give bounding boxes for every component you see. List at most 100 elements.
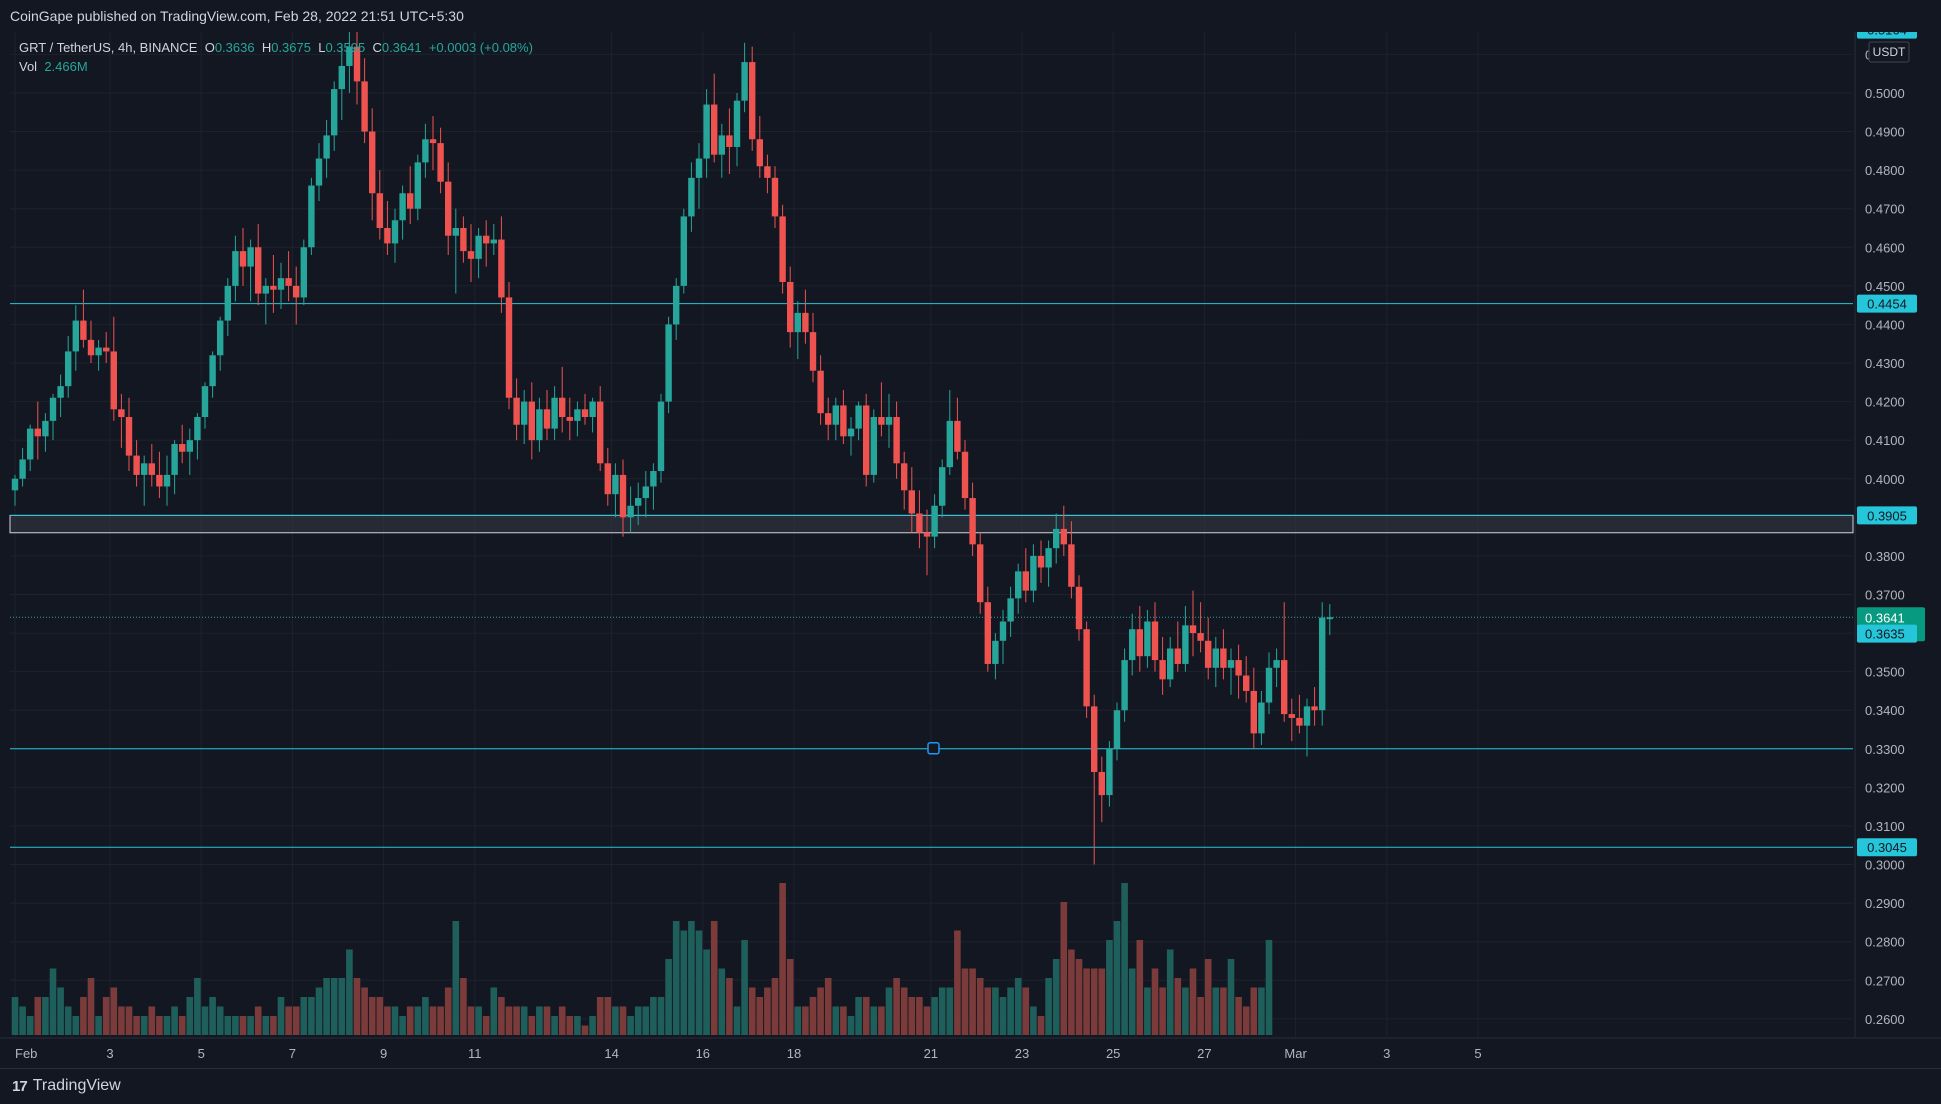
candle-body-up[interactable] (194, 417, 201, 441)
candle-body-up[interactable] (399, 193, 406, 221)
candle-body-down[interactable] (711, 104, 718, 155)
candle-body-down[interactable] (270, 285, 277, 290)
candle-body-up[interactable] (1182, 625, 1189, 664)
candle-body-up[interactable] (1212, 648, 1219, 668)
candle-body-down[interactable] (1288, 714, 1295, 718)
candle-body-up[interactable] (72, 320, 79, 352)
legend-symbol[interactable]: GRT / TetherUS, 4h, BINANCE (19, 40, 198, 55)
candle-body-up[interactable] (589, 401, 596, 418)
candle-body-up[interactable] (794, 312, 801, 333)
candle-body-up[interactable] (855, 405, 862, 429)
candle-body-down[interactable] (1311, 706, 1318, 711)
currency-selector-bg[interactable] (1868, 41, 1910, 63)
candle-body-down[interactable] (977, 544, 984, 603)
candle-body-down[interactable] (954, 420, 961, 452)
candle-body-down[interactable] (893, 417, 900, 464)
candle-body-up[interactable] (741, 62, 748, 101)
candle-body-down[interactable] (467, 251, 475, 259)
candle-body-down[interactable] (528, 401, 535, 441)
candle-body-down[interactable] (749, 62, 756, 140)
candle-body-up[interactable] (1319, 617, 1326, 711)
candle-body-down[interactable] (133, 455, 140, 475)
candle-body-up[interactable] (452, 227, 459, 236)
candle-body-up[interactable] (673, 285, 680, 325)
candle-body-down[interactable] (543, 409, 551, 429)
candle-body-down[interactable] (1075, 586, 1083, 630)
candle-body-down[interactable] (1296, 717, 1303, 726)
candle-body-down[interactable] (1083, 629, 1090, 707)
candle-body-up[interactable] (657, 401, 665, 472)
candle-body-up[interactable] (57, 386, 64, 398)
candle-body-down[interactable] (984, 602, 991, 664)
candle-body-down[interactable] (505, 297, 513, 398)
candle-body-up[interactable] (277, 278, 285, 290)
candle-body-up[interactable] (391, 220, 399, 244)
candle-body-up[interactable] (323, 135, 330, 159)
candle-body-down[interactable] (1189, 625, 1197, 634)
candle-body-up[interactable] (703, 104, 710, 159)
candle-body-down[interactable] (1281, 660, 1288, 715)
candle-body-down[interactable] (376, 193, 383, 228)
candle-body-up[interactable] (931, 505, 938, 537)
candle-body-down[interactable] (825, 413, 832, 425)
candle-body-up[interactable] (217, 320, 224, 356)
candle-body-up[interactable] (642, 486, 649, 499)
candle-body-down[interactable] (110, 351, 117, 410)
candle-body-down[interactable] (878, 417, 885, 425)
candle-body-up[interactable] (1303, 706, 1311, 726)
candle-body-down[interactable] (103, 347, 110, 352)
candle-body-up[interactable] (42, 420, 49, 437)
candle-body-up[interactable] (414, 162, 421, 209)
candle-body-down[interactable] (437, 143, 444, 182)
candle-body-up[interactable] (650, 471, 657, 487)
candle-body-down[interactable] (353, 46, 361, 82)
candle-body-up[interactable] (680, 216, 687, 286)
candle-body-up[interactable] (733, 100, 741, 147)
candle-body-down[interactable] (1205, 640, 1212, 668)
candle-body-up[interactable] (1007, 598, 1014, 622)
candle-body-down[interactable] (756, 139, 763, 167)
candle-body-down[interactable] (787, 281, 794, 333)
candle-body-down[interactable] (1197, 633, 1204, 641)
candle-body-down[interactable] (1220, 648, 1227, 668)
candle-body-down[interactable] (1037, 555, 1045, 568)
candle-body-up[interactable] (635, 498, 642, 506)
candle-body-up[interactable] (201, 386, 209, 418)
price-chart[interactable]: 0.2600 0.2700 0.2800 0.2900 0.3000 0.3100 0.32… (0, 32, 1941, 1068)
candle-body-up[interactable] (262, 285, 269, 294)
candle-body-up[interactable] (338, 65, 345, 90)
candle-body-up[interactable] (688, 177, 695, 217)
candle-body-up[interactable] (247, 247, 254, 267)
candle-body-down[interactable] (1159, 660, 1166, 680)
candle-body-down[interactable] (969, 498, 976, 545)
candle-body-down[interactable] (1091, 706, 1098, 772)
candle-body-up[interactable] (1106, 748, 1113, 796)
candle-body-up[interactable] (946, 420, 953, 468)
candle-body-down[interactable] (764, 166, 771, 178)
candle-body-down[interactable] (118, 409, 125, 418)
candle-body-up[interactable] (232, 251, 239, 286)
candle-body-down[interactable] (156, 474, 163, 487)
candle-body-down[interactable] (726, 135, 733, 147)
candle-body-up[interactable] (1144, 621, 1151, 657)
candle-body-down[interactable] (1136, 629, 1143, 657)
candle-body-down[interactable] (1174, 648, 1181, 664)
candle-body-up[interactable] (1121, 660, 1128, 711)
candle-body-down[interactable] (559, 397, 566, 418)
candle-body-up[interactable] (574, 409, 581, 421)
candle-body-up[interactable] (1273, 660, 1280, 668)
chart-area[interactable]: 0.2600 0.2700 0.2800 0.2900 0.3000 0.3100 0.32… (0, 32, 1941, 1068)
candle-body-down[interactable] (483, 235, 490, 244)
candle-body-up[interactable] (224, 285, 231, 321)
candle-body-up[interactable] (300, 247, 307, 298)
candle-body-up[interactable] (885, 417, 893, 425)
candle-body-up[interactable] (999, 621, 1007, 641)
candle-body-up[interactable] (1326, 617, 1333, 620)
candle-body-up[interactable] (551, 397, 558, 429)
candle-body-down[interactable] (809, 332, 817, 371)
candle-body-down[interactable] (916, 513, 923, 533)
candle-body-up[interactable] (695, 158, 703, 178)
candle-body-up[interactable] (1265, 667, 1273, 703)
candle-body-down[interactable] (179, 444, 186, 452)
candle-body-up[interactable] (65, 351, 72, 387)
